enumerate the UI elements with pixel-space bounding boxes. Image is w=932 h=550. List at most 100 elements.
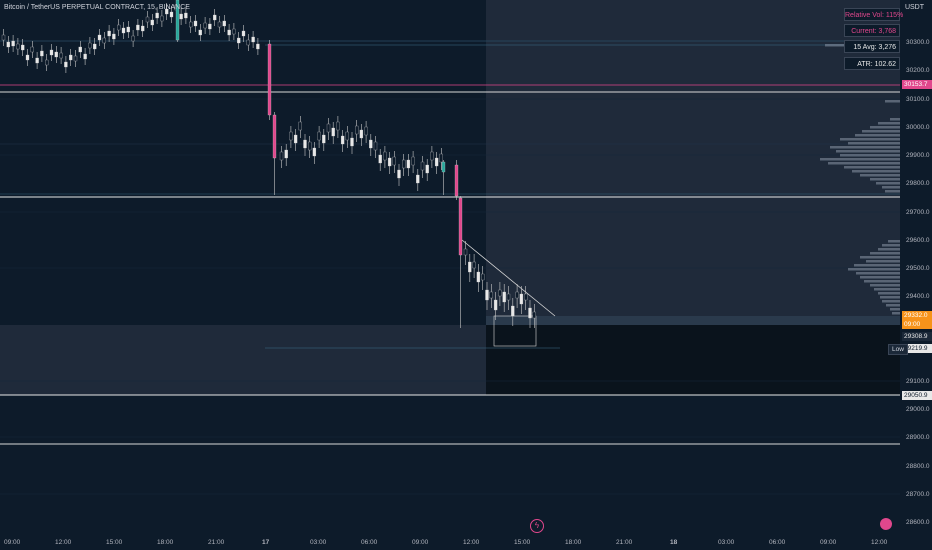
- price-tick: 30100.0: [906, 96, 930, 103]
- candle-body: [411, 156, 415, 166]
- candle-body: [11, 40, 15, 47]
- candle-body: [308, 141, 312, 151]
- atr-box: ATR: 102.62: [844, 57, 900, 70]
- candle-body: [232, 28, 236, 35]
- candle-body: [289, 131, 293, 141]
- candle-body: [519, 293, 524, 305]
- volume-profile-bar: [876, 182, 900, 185]
- candle-body: [416, 174, 420, 184]
- candle-body: [193, 20, 198, 27]
- price-tick: 29400.0: [906, 293, 930, 300]
- candle-body: [326, 123, 331, 133]
- volume-profile-bar: [844, 166, 900, 169]
- volume-profile-bar: [864, 280, 900, 283]
- price-tick: 29100.0: [906, 378, 930, 385]
- candle-body: [102, 37, 106, 44]
- support-zone: [0, 325, 486, 395]
- volume-profile-bar: [820, 158, 900, 161]
- candle-body: [69, 54, 73, 61]
- candle-body: [246, 39, 250, 46]
- time-axis[interactable]: [0, 530, 900, 550]
- chart-title: Bitcoin / TetherUS PERPETUAL CONTRACT, 1…: [4, 4, 190, 11]
- time-tick: 15:00: [106, 539, 123, 546]
- candle-body: [502, 291, 506, 303]
- candle-body: [16, 43, 20, 50]
- candle-body: [227, 29, 231, 36]
- candle-body: [54, 51, 58, 58]
- volume-profile-bar: [890, 308, 900, 311]
- candle-body: [463, 248, 468, 256]
- candle-body: [145, 16, 150, 23]
- volume-profile-bar: [856, 272, 900, 275]
- candle-body: [279, 151, 284, 161]
- candle-body: [402, 159, 406, 169]
- time-tick: 09:00: [412, 539, 429, 546]
- candle-body: [59, 52, 63, 59]
- candle-body: [312, 147, 317, 157]
- candle-body: [506, 293, 511, 301]
- volume-profile-bar: [830, 146, 900, 149]
- candle-body: [40, 50, 44, 57]
- candle-body: [336, 121, 340, 131]
- candle-body: [485, 289, 489, 301]
- candle-body: [434, 157, 439, 167]
- candle-body: [112, 33, 116, 40]
- candle-body: [369, 139, 373, 149]
- price-ticks: 30300.0 30200.0 30100.0 30000.0 29900.0 29800…: [906, 39, 930, 526]
- volume-profile-bar: [892, 312, 900, 315]
- candle-body: [383, 151, 387, 161]
- candle-body: [524, 293, 528, 301]
- time-tick: 06:00: [769, 539, 786, 546]
- candle-body: [136, 24, 140, 31]
- candle-body: [179, 13, 183, 20]
- candle-body: [439, 153, 443, 163]
- candle-body: [107, 30, 111, 37]
- candle-body: [150, 19, 154, 26]
- volume-profile-bar: [886, 304, 900, 307]
- candle-body: [35, 57, 39, 64]
- volume-profile-bar: [862, 130, 900, 133]
- currency-label: USDT: [904, 4, 924, 11]
- candle-body: [155, 12, 159, 19]
- volume-profile-bar: [866, 260, 900, 263]
- candle-body: [131, 35, 135, 42]
- candle-body: [208, 23, 212, 30]
- volume-profile-bar: [870, 178, 900, 181]
- candle-body: [189, 21, 193, 28]
- flash-icon[interactable]: ϟ: [530, 519, 544, 533]
- volume-profile-bar: [885, 100, 900, 103]
- candle-body: [160, 15, 164, 22]
- candle-body: [184, 12, 188, 19]
- time-tick: 12:00: [871, 539, 888, 546]
- red-level-tag: 30153.7: [902, 80, 932, 89]
- candle-body: [340, 135, 345, 145]
- relative-vol-box: Relative Vol: 115%: [844, 8, 903, 21]
- level-1-tag: 29308.9: [902, 332, 932, 341]
- candle-body: [322, 134, 326, 144]
- time-tick: 03:00: [310, 539, 327, 546]
- candle-body: [511, 305, 515, 317]
- price-axis[interactable]: [900, 0, 932, 550]
- candle-body: [49, 49, 54, 56]
- grid: [0, 40, 900, 495]
- price-tick: 28700.0: [906, 491, 930, 498]
- price-tick: 29500.0: [906, 265, 930, 272]
- session-highlight-band: [486, 316, 900, 325]
- candle-body: [141, 25, 145, 32]
- volume-profile-bar: [852, 170, 900, 173]
- candle-body: [454, 164, 459, 197]
- candle-body: [355, 125, 359, 135]
- settings-icon[interactable]: [880, 518, 892, 530]
- price-tick: 29000.0: [906, 406, 930, 413]
- candle-body: [441, 161, 446, 173]
- price-tick: 29700.0: [906, 209, 930, 216]
- candle-body: [165, 8, 169, 15]
- candle-body: [126, 26, 130, 33]
- volume-profile-bar: [840, 154, 900, 157]
- candle-body: [489, 291, 493, 299]
- price-tick: 30200.0: [906, 67, 930, 74]
- candle-body: [387, 157, 392, 167]
- volume-profile-bar: [860, 256, 900, 259]
- candle-body: [83, 53, 87, 60]
